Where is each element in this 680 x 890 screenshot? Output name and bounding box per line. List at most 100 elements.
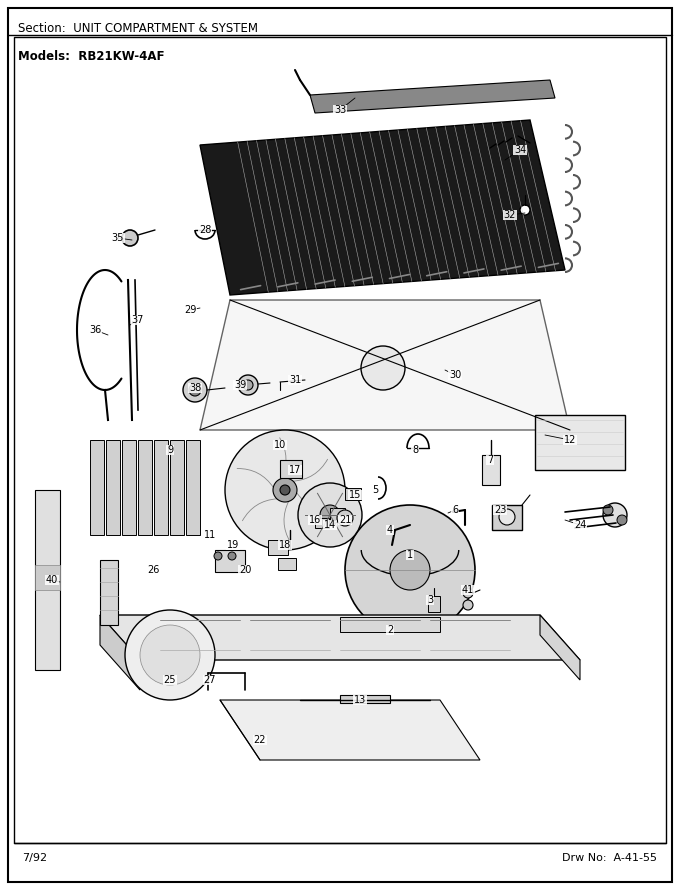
Circle shape (603, 505, 613, 515)
Text: 37: 37 (132, 315, 144, 325)
Text: 4: 4 (387, 525, 393, 535)
Circle shape (361, 346, 405, 390)
Text: 24: 24 (574, 520, 586, 530)
Text: 3: 3 (427, 595, 433, 605)
Text: 6: 6 (452, 505, 458, 515)
Polygon shape (310, 80, 555, 113)
Text: 36: 36 (89, 325, 101, 335)
Text: 34: 34 (514, 145, 526, 155)
Text: 11: 11 (204, 530, 216, 540)
Polygon shape (100, 615, 140, 690)
FancyArrowPatch shape (243, 498, 277, 521)
Text: 29: 29 (184, 305, 197, 315)
Text: 9: 9 (167, 445, 173, 455)
Bar (535, 415, 625, 470)
Text: 30: 30 (449, 370, 461, 380)
Text: 1: 1 (407, 550, 413, 560)
Polygon shape (100, 615, 580, 660)
Text: 25: 25 (164, 675, 176, 685)
Text: 35: 35 (112, 233, 124, 243)
Text: 8: 8 (412, 445, 418, 455)
Bar (268, 540, 288, 555)
Circle shape (298, 483, 362, 547)
Circle shape (189, 384, 201, 396)
Text: 14: 14 (324, 520, 336, 530)
Text: 40: 40 (46, 575, 58, 585)
Text: 33: 33 (334, 105, 346, 115)
Text: 12: 12 (564, 435, 576, 445)
FancyArrowPatch shape (293, 459, 328, 481)
Circle shape (280, 485, 290, 495)
Text: 32: 32 (504, 210, 516, 220)
Text: 23: 23 (494, 505, 506, 515)
Text: 19: 19 (227, 540, 239, 550)
Text: 22: 22 (254, 735, 267, 745)
Text: 27: 27 (204, 675, 216, 685)
Bar (90, 440, 104, 535)
Bar (106, 440, 120, 535)
Circle shape (499, 509, 515, 525)
Text: 26: 26 (147, 565, 159, 575)
Text: 18: 18 (279, 540, 291, 550)
Text: 38: 38 (189, 383, 201, 393)
Text: 13: 13 (354, 695, 366, 705)
Text: 21: 21 (339, 515, 351, 525)
Circle shape (238, 375, 258, 395)
Circle shape (214, 552, 222, 560)
Polygon shape (540, 615, 580, 680)
FancyArrowPatch shape (284, 501, 290, 542)
Text: 2: 2 (387, 625, 393, 635)
Bar (138, 440, 152, 535)
Circle shape (228, 552, 236, 560)
Circle shape (603, 503, 627, 527)
Text: 39: 39 (234, 380, 246, 390)
Circle shape (125, 610, 215, 700)
Bar (186, 440, 200, 535)
Circle shape (463, 600, 473, 610)
Circle shape (617, 515, 627, 525)
Text: Section:  UNIT COMPARTMENT & SYSTEM: Section: UNIT COMPARTMENT & SYSTEM (18, 22, 258, 35)
Bar (100, 560, 118, 625)
Polygon shape (200, 120, 565, 295)
Polygon shape (200, 300, 570, 430)
Text: 10: 10 (274, 440, 286, 450)
Bar (492, 505, 522, 530)
Text: 7: 7 (487, 455, 493, 465)
Bar (330, 508, 345, 520)
Text: 28: 28 (199, 225, 211, 235)
Circle shape (320, 505, 340, 525)
Circle shape (243, 380, 253, 390)
Text: 5: 5 (372, 485, 378, 495)
Bar (170, 440, 184, 535)
Polygon shape (35, 490, 60, 670)
Bar (315, 518, 329, 528)
FancyArrowPatch shape (237, 468, 273, 488)
Bar (340, 695, 390, 703)
FancyArrowPatch shape (279, 438, 286, 479)
Circle shape (337, 510, 353, 526)
Circle shape (390, 550, 430, 590)
Bar (122, 440, 136, 535)
Text: 15: 15 (349, 490, 361, 500)
Text: 16: 16 (309, 515, 321, 525)
Circle shape (520, 205, 530, 215)
Circle shape (225, 430, 345, 550)
Bar (215, 550, 245, 572)
Bar (428, 596, 440, 612)
Circle shape (122, 230, 138, 246)
Text: 41: 41 (462, 585, 474, 595)
Text: 7/92: 7/92 (22, 853, 47, 863)
Circle shape (345, 505, 475, 635)
Text: 20: 20 (239, 565, 251, 575)
Bar (482, 455, 500, 485)
Bar (345, 488, 361, 500)
Text: Models:  RB21KW-4AF: Models: RB21KW-4AF (18, 50, 165, 63)
Circle shape (273, 478, 297, 502)
Circle shape (183, 378, 207, 402)
Bar (280, 460, 302, 478)
Text: Drw No:  A-41-55: Drw No: A-41-55 (562, 853, 657, 863)
Bar (340, 617, 440, 632)
Bar (35, 565, 60, 590)
FancyArrowPatch shape (296, 492, 333, 512)
Text: 17: 17 (289, 465, 301, 475)
